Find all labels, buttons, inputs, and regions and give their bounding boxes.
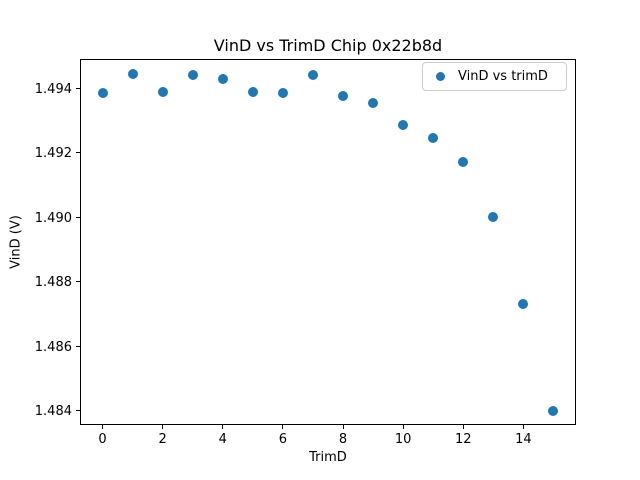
scatter-point [548, 405, 559, 416]
scatter-point [187, 70, 198, 81]
x-tick-mark [282, 425, 284, 429]
x-tick-mark [102, 425, 104, 429]
y-tick-mark [76, 281, 80, 283]
x-axis-label: TrimD [309, 450, 347, 465]
scatter-point [127, 68, 138, 79]
y-tick-label: 1.494 [34, 81, 72, 97]
y-tick-label: 1.488 [34, 275, 72, 291]
x-tick-label: 12 [454, 432, 472, 447]
x-tick-mark [522, 425, 524, 429]
scatter-point [398, 120, 409, 131]
x-tick-mark [162, 425, 164, 429]
scatter-point [157, 86, 168, 97]
y-tick-mark [76, 216, 80, 218]
x-tick-label: 10 [394, 432, 412, 447]
plot-area [80, 59, 576, 425]
chart-title: VinD vs TrimD Chip 0x22b8d [213, 36, 443, 55]
scatter-point [488, 212, 499, 223]
x-tick-mark [222, 425, 224, 429]
x-tick-mark [462, 425, 464, 429]
x-tick-mark [342, 425, 344, 429]
scatter-point [428, 133, 439, 144]
scatter-point [217, 73, 228, 84]
y-tick-mark [76, 87, 80, 89]
scatter-point [97, 88, 108, 99]
x-tick-label: 6 [278, 432, 288, 447]
y-tick-mark [76, 410, 80, 411]
x-tick-label: 4 [218, 432, 227, 447]
legend: VinD vs trimD [422, 62, 567, 91]
scatter-point [277, 88, 288, 99]
y-tick-mark [76, 345, 80, 347]
legend-marker-icon [436, 72, 445, 81]
y-tick-mark [76, 152, 80, 154]
y-tick-label: 1.490 [34, 210, 72, 226]
x-tick-label: 8 [338, 432, 348, 447]
y-tick-label: 1.486 [34, 339, 72, 355]
scatter-point [518, 299, 529, 310]
y-tick-label: 1.484 [34, 404, 72, 419]
scatter-point [458, 157, 469, 168]
x-tick-label: 0 [98, 432, 107, 447]
scatter-point [247, 86, 258, 97]
x-tick-mark [402, 425, 404, 429]
y-tick-label: 1.492 [34, 146, 72, 162]
legend-label: VinD vs trimD [458, 69, 548, 84]
y-axis-label: VinD (V) [8, 215, 24, 269]
x-tick-label: 14 [515, 432, 532, 447]
scatter-point [338, 91, 349, 102]
scatter-point [307, 70, 318, 81]
x-tick-label: 2 [158, 432, 167, 447]
scatter-point [368, 97, 379, 108]
